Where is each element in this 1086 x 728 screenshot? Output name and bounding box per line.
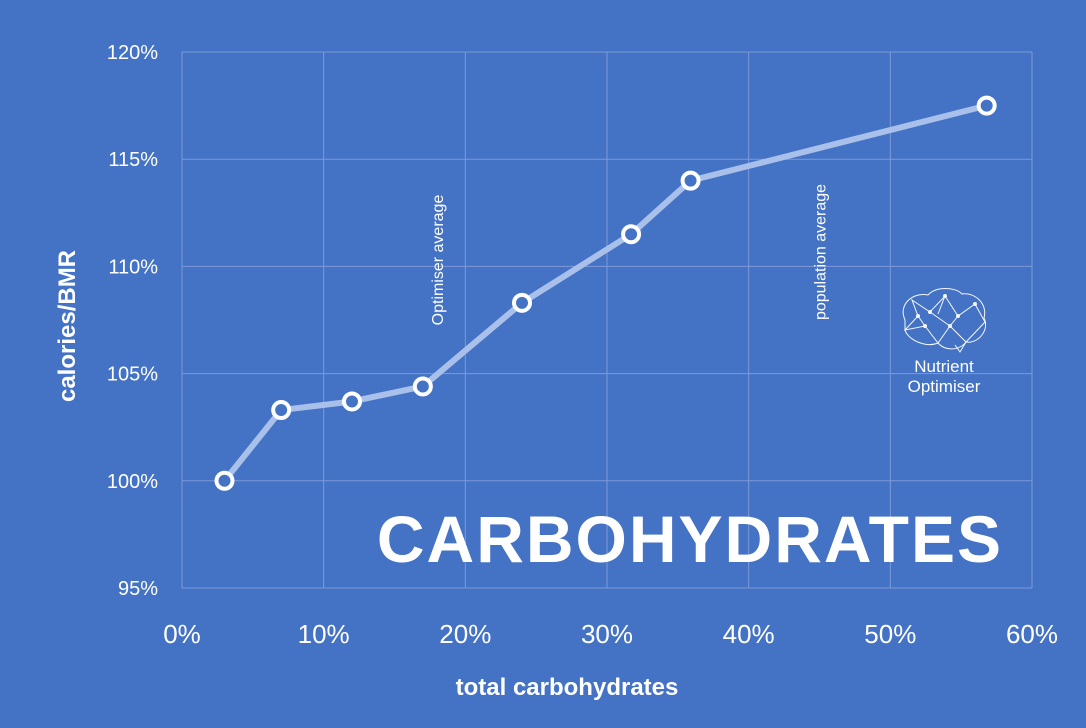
data-point: [680, 170, 701, 191]
annotation-label: population average: [813, 184, 830, 320]
y-axis-title: calories/BMR: [54, 250, 81, 402]
y-tick-label: 95%: [118, 578, 158, 600]
data-point: [976, 95, 997, 116]
x-tick-label: 50%: [864, 619, 916, 649]
y-tick-label: 115%: [108, 149, 158, 171]
data-point: [412, 376, 433, 397]
annotation-label: Optimiser average: [430, 195, 447, 326]
nutrient-optimiser-logo: Nutrient Optimiser: [902, 288, 986, 396]
y-tick-labels: 95% 100% 105% 110% 115% 120%: [107, 42, 158, 600]
x-tick-labels: 0% 10% 20% 30% 40% 50% 60%: [163, 619, 1058, 649]
x-tick-label: 0%: [163, 619, 201, 649]
y-tick-label: 105%: [107, 364, 158, 386]
data-point: [271, 400, 292, 421]
x-tick-label: 40%: [723, 619, 775, 649]
data-point: [512, 292, 532, 313]
x-tick-label: 10%: [298, 619, 350, 649]
annotations: Optimiser average population average: [430, 184, 830, 326]
data-points: [214, 95, 997, 491]
y-tick-label: 110%: [108, 256, 158, 278]
logo-line1: Nutrient: [914, 357, 974, 376]
x-tick-label: 30%: [581, 619, 633, 649]
logo-line2: Optimiser: [908, 377, 981, 396]
y-tick-label: 100%: [107, 471, 158, 493]
brain-icon: [902, 288, 986, 353]
x-tick-label: 60%: [1006, 619, 1058, 649]
grid-lines: [181, 51, 1033, 589]
chart-title: CARBOHYDRATES: [377, 502, 1003, 576]
x-tick-label: 20%: [439, 619, 491, 649]
series-polyline: [221, 102, 990, 484]
series-line: [221, 102, 990, 484]
y-tick-label: 120%: [107, 42, 158, 64]
x-axis-title: total carbohydrates: [456, 674, 679, 701]
data-point: [621, 224, 642, 245]
data-point: [214, 470, 235, 491]
data-point: [342, 391, 362, 412]
